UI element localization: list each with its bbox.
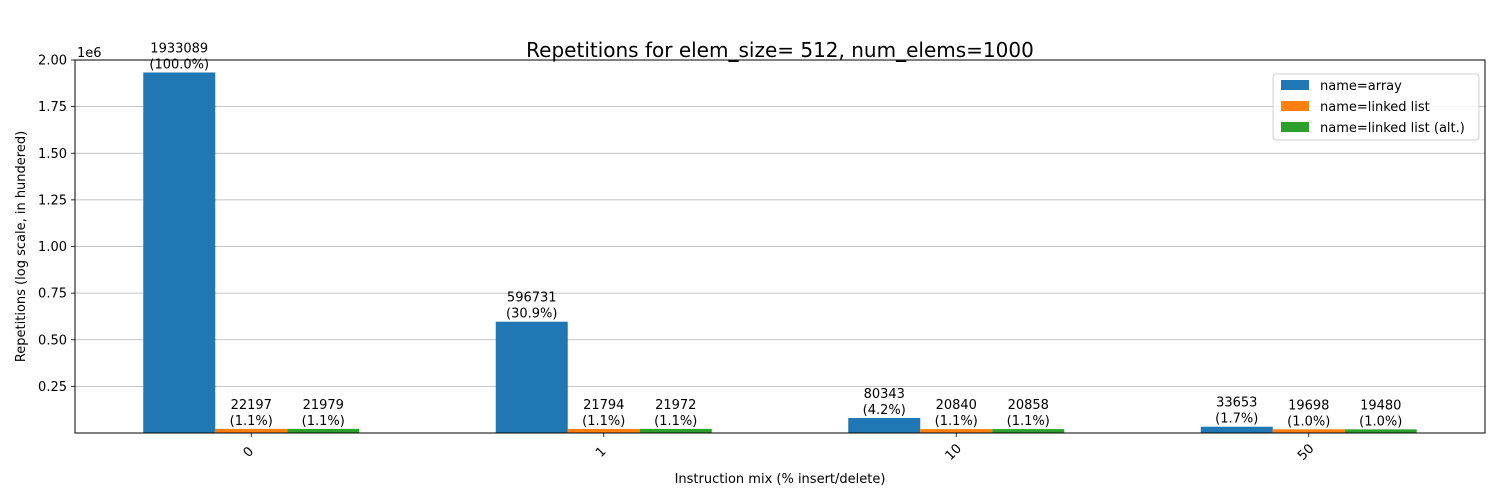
y-tick-label: 0.50 <box>38 333 67 348</box>
bar-value-label: 19698 (1.0%) <box>1287 398 1330 429</box>
bar-value-label-line: 20858 <box>1008 398 1049 413</box>
bar-value-label-line: 33653 <box>1216 396 1257 411</box>
bar-value-label-line: 19480 <box>1360 398 1401 413</box>
bar-value-label-line: 596731 <box>507 291 557 306</box>
y-tick-label: 1.25 <box>38 193 67 208</box>
bar <box>287 428 360 433</box>
y-tick-label: 1.50 <box>38 147 67 162</box>
legend-swatch <box>1281 80 1309 90</box>
x-tick-label: 1 <box>593 444 609 460</box>
bar-value-label: 20858 (1.1%) <box>1007 398 1050 429</box>
bar-value-label: 21979 (1.1%) <box>302 398 345 429</box>
legend-label: name=array <box>1320 79 1402 94</box>
x-tick-label: 10 <box>943 441 965 463</box>
bar-value-label-line: 22197 <box>231 398 272 413</box>
y-offset-label: 1e6 <box>77 46 102 61</box>
bar-value-label-line: 19698 <box>1288 398 1329 413</box>
bar <box>1272 429 1345 433</box>
bar-value-label-line: (1.1%) <box>230 414 273 429</box>
legend-swatch <box>1281 101 1309 111</box>
legend-label: name=linked list (alt.) <box>1320 121 1465 136</box>
bar <box>567 428 640 433</box>
bar-value-label-line: (30.9%) <box>506 307 557 322</box>
bar-value-label: 33653 (1.7%) <box>1215 396 1258 427</box>
bar <box>495 321 568 433</box>
bar-value-label-line: (100.0%) <box>149 57 209 72</box>
bar-value-label-line: (4.2%) <box>863 403 906 418</box>
x-axis-label: Instruction mix (% insert/delete) <box>675 472 886 487</box>
bar-value-label: 80343 (4.2%) <box>863 387 906 418</box>
bar <box>215 428 288 433</box>
bar-value-label: 20840 (1.1%) <box>935 398 978 429</box>
bar-value-label: 1933089 (100.0%) <box>149 41 209 72</box>
bar-value-label-line: (1.1%) <box>1007 414 1050 429</box>
y-tick-label: 1.00 <box>38 240 67 255</box>
y-tick-label: 2.00 <box>38 54 67 69</box>
bar-value-label: 21794 (1.1%) <box>582 398 625 429</box>
legend-box <box>1272 73 1480 141</box>
bar-value-label: 22197 (1.1%) <box>230 398 273 429</box>
y-tick-label: 0.25 <box>38 380 67 395</box>
bar-value-label-line: (1.1%) <box>654 414 697 429</box>
bar-value-label-line: 21794 <box>583 398 624 413</box>
bar-value-label: 19480 (1.0%) <box>1359 398 1402 429</box>
bar-value-label-line: (1.7%) <box>1215 412 1258 427</box>
legend-swatch <box>1281 122 1309 132</box>
bar-value-label-line: 21972 <box>655 398 696 413</box>
y-axis-label: Repetitions (log scale, in hundered) <box>14 131 29 362</box>
legend-label: name=linked list <box>1320 100 1430 115</box>
bar-value-label-line: (1.1%) <box>302 414 345 429</box>
bar <box>920 429 993 433</box>
bar-value-label-line: (1.0%) <box>1359 414 1402 429</box>
bar-value-label: 596731 (30.9%) <box>506 291 557 322</box>
bar-value-label-line: 21979 <box>303 398 344 413</box>
plot-frame <box>74 59 1486 434</box>
bar-value-label-line: 20840 <box>936 398 977 413</box>
x-tick-label: 50 <box>1295 441 1317 463</box>
chart-title: Repetitions for elem_size= 512, num_elem… <box>526 38 1034 62</box>
y-tick-label: 1.75 <box>38 100 67 115</box>
bar-value-label-line: (1.0%) <box>1287 414 1330 429</box>
bar <box>1344 429 1417 433</box>
bar <box>143 72 216 433</box>
bar <box>992 429 1065 433</box>
bar <box>639 428 712 433</box>
y-tick-label: 0.75 <box>38 287 67 302</box>
bar <box>1200 426 1273 433</box>
bar-value-label: 21972 (1.1%) <box>654 398 697 429</box>
bar-value-label-line: (1.1%) <box>935 414 978 429</box>
x-tick-label: 0 <box>241 444 257 460</box>
bar-value-label-line: (1.1%) <box>582 414 625 429</box>
bar <box>848 418 921 433</box>
bar-value-label-line: 1933089 <box>150 41 208 56</box>
bar-value-label-line: 80343 <box>864 387 905 402</box>
